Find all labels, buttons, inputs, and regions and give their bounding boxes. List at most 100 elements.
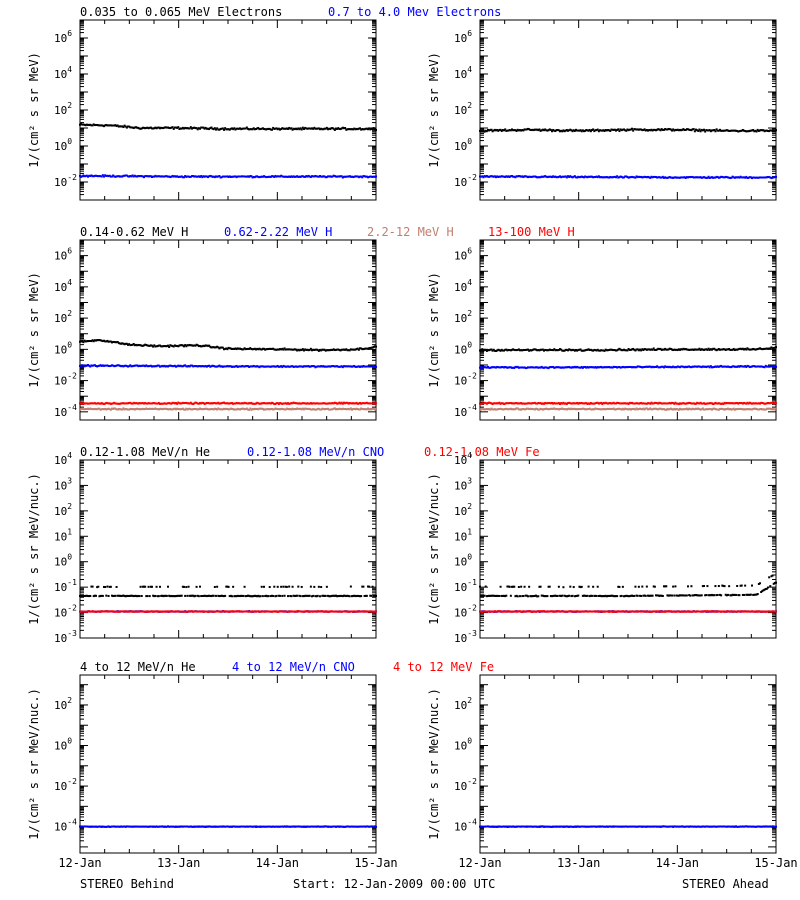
- data-point: [535, 128, 537, 131]
- data-point: [219, 346, 222, 349]
- data-point: [508, 349, 511, 352]
- data-point: [241, 175, 244, 178]
- data-point: [236, 594, 239, 597]
- data-point: [651, 129, 654, 132]
- data-point: [162, 127, 165, 130]
- data-point: [89, 402, 92, 405]
- data-point: [357, 408, 360, 411]
- data-point: [676, 349, 679, 352]
- data-point: [208, 594, 211, 597]
- data-point: [352, 402, 355, 405]
- data-point: [218, 347, 221, 350]
- data-point: [624, 175, 627, 178]
- data-point: [165, 610, 168, 613]
- data-point: [289, 365, 292, 368]
- data-point: [529, 128, 532, 131]
- data-point: [224, 408, 227, 411]
- data-point: [347, 365, 350, 368]
- data-point: [223, 610, 225, 613]
- data-point: [346, 175, 349, 178]
- data-point: [99, 408, 102, 411]
- data-point: [765, 402, 768, 405]
- data-point: [160, 365, 163, 368]
- data-point: [337, 595, 340, 598]
- data-point: [133, 126, 136, 129]
- data-point: [216, 175, 219, 178]
- data-point: [688, 176, 691, 179]
- data-point: [496, 128, 499, 131]
- data-point: [627, 408, 630, 411]
- data-point: [163, 126, 166, 129]
- data-point: [109, 402, 112, 405]
- data-point: [594, 175, 597, 178]
- data-point: [651, 408, 654, 411]
- data-point: [275, 127, 278, 130]
- data-point: [227, 128, 230, 131]
- data-point: [625, 349, 628, 352]
- data-point: [289, 176, 292, 179]
- data-point: [288, 365, 291, 368]
- y-tick-label: 100: [454, 137, 472, 153]
- data-point: [551, 349, 553, 352]
- data-point: [220, 365, 223, 368]
- data-point: [583, 407, 585, 410]
- data-point: [487, 128, 489, 131]
- data-point: [509, 407, 512, 410]
- data-point: [601, 349, 604, 352]
- data-point: [754, 365, 757, 368]
- data-point: [635, 175, 638, 178]
- data-point: [543, 402, 545, 405]
- data-point: [146, 610, 149, 613]
- data-point: [633, 402, 636, 405]
- data-point: [333, 594, 336, 597]
- data-point: [81, 402, 84, 405]
- data-point: [612, 365, 615, 368]
- data-point: [107, 594, 110, 597]
- data-point: [202, 402, 205, 405]
- y-axis-label: 1/(cm² s sr MeV): [427, 272, 441, 388]
- data-point: [252, 364, 255, 367]
- data-point: [336, 402, 339, 405]
- data-point: [360, 610, 363, 613]
- data-point: [669, 347, 672, 350]
- data-point: [572, 407, 575, 410]
- data-point: [675, 129, 678, 132]
- data-point: [755, 365, 758, 368]
- data-point: [189, 344, 192, 347]
- data-point: [205, 610, 208, 613]
- data-point: [485, 174, 488, 177]
- data-point: [79, 594, 81, 597]
- data-point: [173, 402, 176, 405]
- data-point: [195, 585, 198, 588]
- data-point: [85, 364, 88, 367]
- data-point: [296, 594, 299, 597]
- data-point: [517, 175, 520, 178]
- data-point: [635, 402, 638, 405]
- data-point: [225, 407, 228, 410]
- data-point: [281, 366, 284, 369]
- data-point: [297, 175, 300, 178]
- data-point: [247, 127, 249, 130]
- data-point: [375, 345, 377, 348]
- data-point: [627, 348, 630, 351]
- data-point: [125, 610, 128, 613]
- data-point: [621, 176, 624, 179]
- data-point: [130, 610, 133, 613]
- data-point: [156, 345, 159, 348]
- data-point: [749, 408, 752, 411]
- data-point: [712, 347, 715, 350]
- data-point: [243, 401, 246, 404]
- data-point: [546, 408, 549, 411]
- data-point: [114, 594, 117, 597]
- data-point: [507, 408, 510, 411]
- data-point: [233, 595, 236, 598]
- data-point: [97, 365, 100, 368]
- data-point: [339, 407, 342, 410]
- data-point: [573, 129, 576, 132]
- data-point: [695, 402, 697, 405]
- data-point: [136, 610, 139, 613]
- data-point: [319, 610, 321, 613]
- data-point: [265, 348, 268, 351]
- data-point: [305, 365, 308, 368]
- data-point: [180, 408, 183, 411]
